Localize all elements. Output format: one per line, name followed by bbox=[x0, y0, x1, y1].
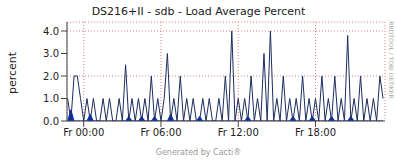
html-text:DS216+II - sdb - Load Average: DS216+II - sdb - Load Average Percent bbox=[91, 5, 306, 18]
svg-text:1.0: 1.0 bbox=[43, 93, 59, 104]
svg-text:3.0: 3.0 bbox=[43, 48, 59, 59]
html-text:Generated by Cacti®: Generated by Cacti® bbox=[155, 148, 242, 157]
svg-text:Fr 18:00: Fr 18:00 bbox=[295, 127, 336, 138]
svg-text:2.0: 2.0 bbox=[43, 71, 59, 82]
svg-text:Fr 06:00: Fr 06:00 bbox=[140, 127, 181, 138]
svg-text:4.0: 4.0 bbox=[43, 26, 59, 37]
svg-text:Fr 00:00: Fr 00:00 bbox=[63, 127, 104, 138]
svg-text:Fr 12:00: Fr 12:00 bbox=[218, 127, 259, 138]
html-text:percent: percent bbox=[5, 51, 19, 95]
html-text:RRDTOOL / TOBI OETIKER: RRDTOOL / TOBI OETIKER bbox=[387, 21, 395, 99]
svg-text:0.0: 0.0 bbox=[43, 116, 59, 127]
